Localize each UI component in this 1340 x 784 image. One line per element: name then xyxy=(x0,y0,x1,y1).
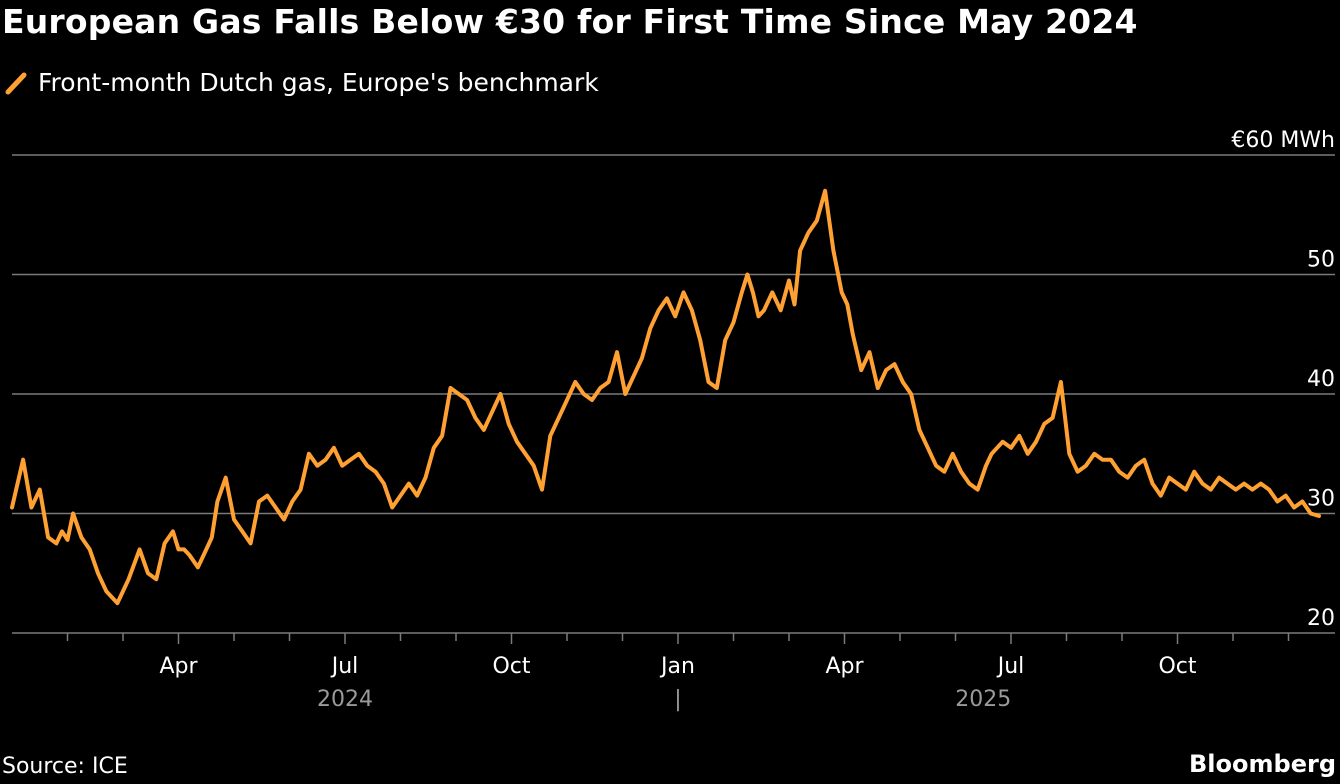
axis-labels: 20 30 40 50 €60 MWh Apr Jul Oct Jan Apr Jul Oct 2024… xyxy=(159,128,1335,712)
source-note: Source: ICE xyxy=(2,754,128,779)
chart-title: European Gas Falls Below €30 for First T… xyxy=(2,2,1138,41)
year-separator: | xyxy=(674,687,681,712)
x-tick-label: Jul xyxy=(996,654,1025,679)
series-layer xyxy=(10,188,1321,606)
x-tick-label: Oct xyxy=(492,654,530,679)
legend-label: Front-month Dutch gas, Europe's benchmar… xyxy=(38,68,599,97)
legend: Front-month Dutch gas, Europe's benchmar… xyxy=(4,68,599,97)
year-label: 2024 xyxy=(317,687,373,712)
y-tick-label: 20 xyxy=(1307,606,1335,631)
legend-swatch-icon xyxy=(4,69,30,97)
x-axis xyxy=(66,633,1290,644)
y-tick-label: 40 xyxy=(1307,367,1335,392)
x-tick-label: Jul xyxy=(330,654,359,679)
x-tick-label: Apr xyxy=(159,654,198,679)
y-tick-label: 50 xyxy=(1307,248,1335,273)
x-tick-label: Jan xyxy=(659,654,695,679)
y-tick-label: €60 MWh xyxy=(1231,128,1335,153)
year-label: 2025 xyxy=(955,687,1011,712)
x-tick-label: Apr xyxy=(825,654,864,679)
bloomberg-logo: Bloomberg xyxy=(1189,750,1336,778)
grid-lines xyxy=(12,154,1335,634)
series-line-0 xyxy=(10,188,1321,606)
x-tick-label: Oct xyxy=(1158,654,1196,679)
y-tick-label: 30 xyxy=(1307,487,1335,512)
